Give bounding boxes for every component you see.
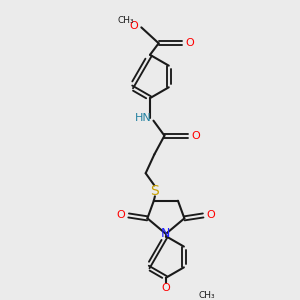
- Text: CH₃: CH₃: [199, 291, 215, 300]
- Text: O: O: [161, 283, 170, 293]
- Text: O: O: [191, 131, 200, 141]
- Text: O: O: [116, 211, 125, 220]
- Text: O: O: [130, 21, 138, 31]
- Text: O: O: [185, 38, 194, 48]
- Text: S: S: [150, 184, 159, 197]
- Text: HN: HN: [134, 113, 151, 123]
- Text: CH₃: CH₃: [117, 16, 134, 25]
- Text: N: N: [161, 227, 171, 240]
- Text: O: O: [207, 211, 216, 220]
